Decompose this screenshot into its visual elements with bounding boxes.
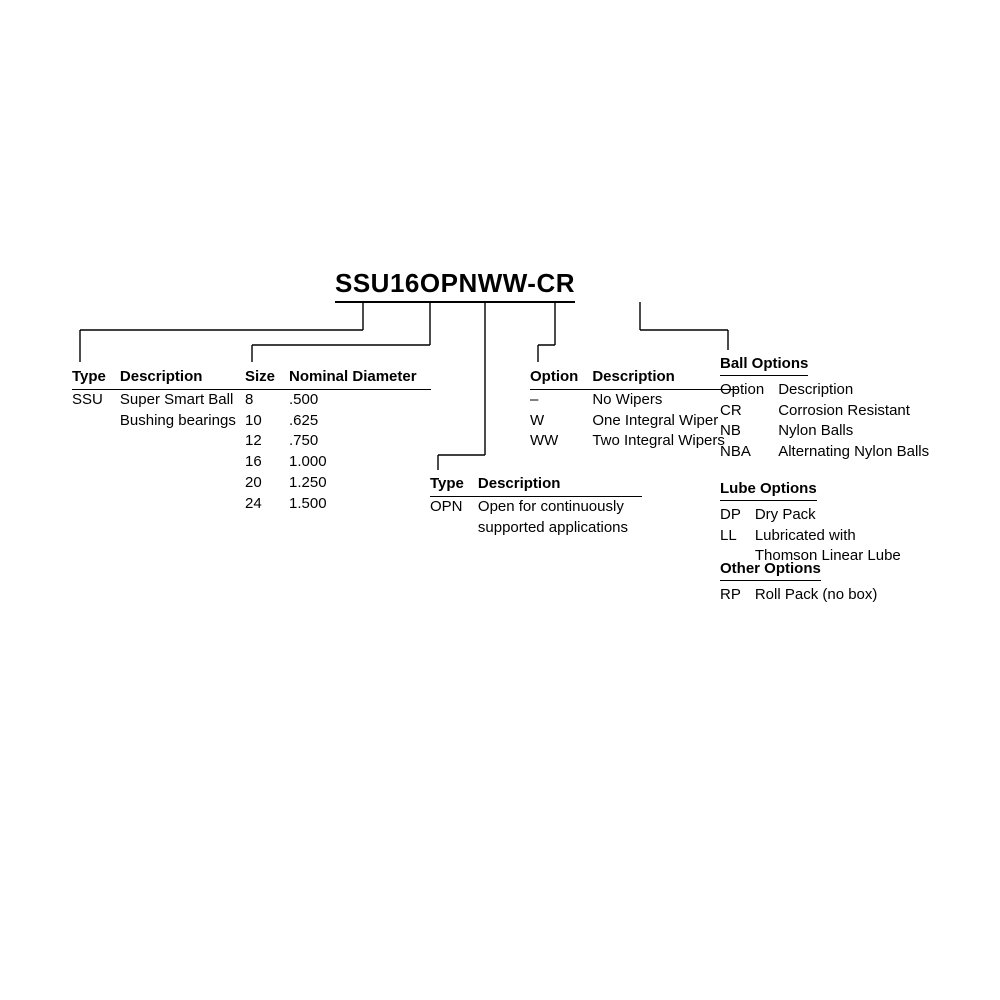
ball-code: NBA — [720, 442, 778, 463]
lube-options-table: DPDry PackLLLubricated withThomson Linea… — [720, 505, 915, 567]
ball-code: CR — [720, 401, 778, 422]
size-col2-header: Nominal Diameter — [289, 368, 431, 389]
lube-desc: Dry Pack — [755, 505, 915, 526]
ball-desc: Corrosion Resistant — [778, 401, 943, 422]
ball-options-title: Ball Options — [720, 355, 808, 376]
wiper-desc: Two Integral Wipers — [592, 431, 739, 452]
opn-col1-header: Type — [430, 475, 478, 496]
ball-options-table: Option Description CRCorrosion Resistant… — [720, 380, 943, 463]
size-code: 8 — [245, 389, 289, 410]
size-col1-header: Size — [245, 368, 289, 389]
wiper-option-box: Option Description –No WipersWOne Integr… — [530, 368, 739, 452]
opn-type-table: Type Description OPN Open for continuous… — [430, 475, 642, 538]
wiper-desc: No Wipers — [592, 389, 739, 410]
other-options-title: Other Options — [720, 560, 821, 581]
wiper-desc: One Integral Wiper — [592, 411, 739, 432]
type-desc1: Super Smart Ball — [120, 389, 250, 410]
ball-sub-col2: Description — [778, 380, 943, 401]
type-box: Type Description SSU Super Smart Ball Bu… — [72, 368, 250, 431]
size-code: 16 — [245, 452, 289, 473]
size-diameter: .625 — [289, 411, 431, 432]
part-number-text: SSU16OPNWW-CR — [335, 268, 575, 298]
ball-desc: Alternating Nylon Balls — [778, 442, 943, 463]
wiper-code: W — [530, 411, 592, 432]
type-code: SSU — [72, 389, 120, 410]
type-table: Type Description SSU Super Smart Ball Bu… — [72, 368, 250, 431]
lube-options-box: Lube Options DPDry PackLLLubricated with… — [720, 480, 915, 567]
opn-desc1: Open for continuously — [478, 496, 642, 517]
type-col2-header: Description — [120, 368, 250, 389]
size-diameter: .750 — [289, 431, 431, 452]
size-code: 12 — [245, 431, 289, 452]
type-col1-header: Type — [72, 368, 120, 389]
ball-options-box: Ball Options Option Description CRCorros… — [720, 355, 943, 463]
opn-col2-header: Description — [478, 475, 642, 496]
size-code: 10 — [245, 411, 289, 432]
size-diameter: 1.250 — [289, 473, 431, 494]
wiper-code: WW — [530, 431, 592, 452]
wiper-code: – — [530, 389, 592, 410]
wiper-col2-header: Description — [592, 368, 739, 389]
size-code: 20 — [245, 473, 289, 494]
opn-code: OPN — [430, 496, 478, 517]
other-desc: Roll Pack (no box) — [755, 585, 892, 606]
wiper-option-table: Option Description –No WipersWOne Integr… — [530, 368, 739, 452]
other-code: RP — [720, 585, 755, 606]
lube-options-title: Lube Options — [720, 480, 817, 501]
opn-type-box: Type Description OPN Open for continuous… — [430, 475, 642, 538]
part-number-title: SSU16OPNWW-CR — [335, 268, 575, 303]
opn-desc2: supported applications — [478, 518, 642, 539]
size-diameter: .500 — [289, 389, 431, 410]
ball-desc: Nylon Balls — [778, 421, 943, 442]
lube-code: LL — [720, 526, 755, 547]
size-table: Size Nominal Diameter 8.50010.62512.7501… — [245, 368, 431, 514]
type-desc2: Bushing bearings — [120, 411, 250, 432]
size-diameter: 1.000 — [289, 452, 431, 473]
lube-desc: Lubricated with — [755, 526, 915, 547]
size-box: Size Nominal Diameter 8.50010.62512.7501… — [245, 368, 431, 514]
lube-code: DP — [720, 505, 755, 526]
other-options-table: RPRoll Pack (no box) — [720, 585, 891, 606]
other-options-box: Other Options RPRoll Pack (no box) — [720, 560, 891, 606]
size-code: 24 — [245, 494, 289, 515]
size-diameter: 1.500 — [289, 494, 431, 515]
ball-sub-col1: Option — [720, 380, 778, 401]
wiper-col1-header: Option — [530, 368, 592, 389]
ball-code: NB — [720, 421, 778, 442]
